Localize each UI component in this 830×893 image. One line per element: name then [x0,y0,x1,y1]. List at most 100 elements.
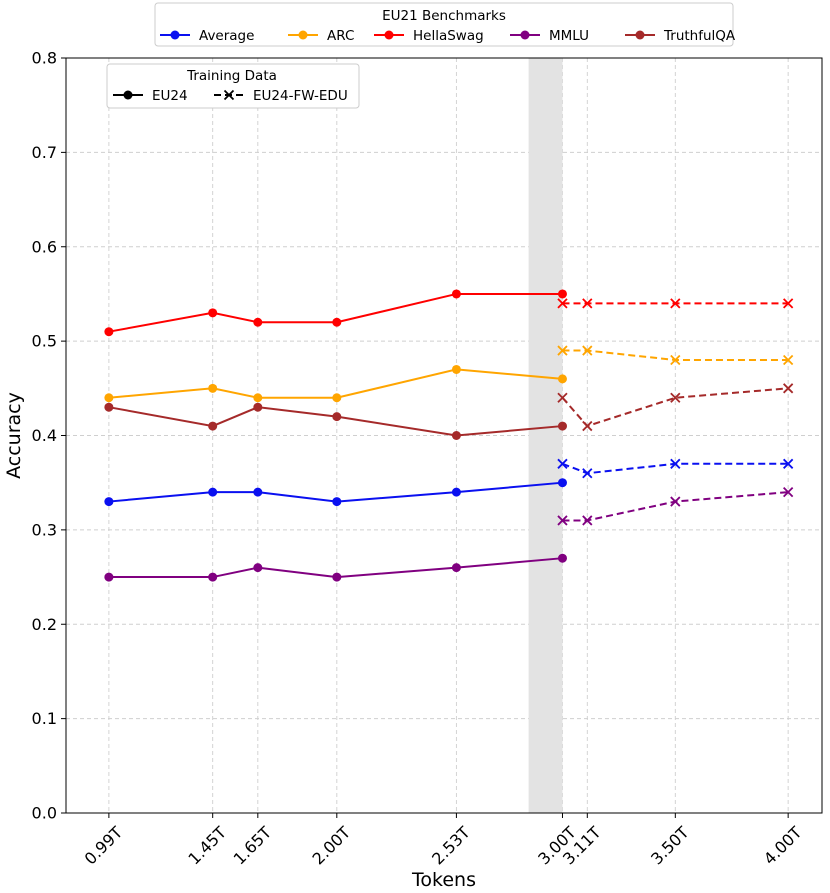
data-point-circle [557,374,567,384]
x-tick-label: 1.65T [230,823,276,869]
training-legend-box [106,63,360,109]
y-tick-label: 0.0 [32,804,57,823]
data-point-circle [253,563,263,573]
data-point-cross [582,298,593,309]
tick-labels: 0.0 0.1 0.2 0.3 0.4 0.5 0.6 0.7 0.8 0.99T 1.45T 1.6… [32,49,806,869]
data-point-cross [582,468,593,479]
series-mmlu-eu24-fw-edu [557,486,794,526]
x-axis-title: Tokens [411,869,476,891]
series-truthfulqa-eu24-fw-edu [557,383,794,432]
data-point-cross [783,458,794,469]
y-tick-label: 0.3 [32,520,57,539]
data-point-circle [557,478,567,488]
series-average-eu24 [104,478,567,507]
x-tick-label: 1.45T [184,823,230,869]
data-point-circle [557,289,567,299]
series-lines [104,289,794,582]
data-point-cross [582,420,593,432]
data-point-cross [783,298,794,309]
data-point-cross [783,486,794,498]
legend-label: TruthfulQA [663,28,736,44]
data-point-circle [451,563,461,573]
data-point-circle [104,327,114,337]
data-point-circle [253,402,263,412]
data-point-circle [208,383,218,393]
y-tick-label: 0.1 [32,709,57,728]
data-point-cross [670,392,681,403]
data-point-circle [253,393,263,403]
benchmark-legend-items: Average ARC HellaSwag MMLU TruthfulQA [160,28,736,44]
x-tick-label: 0.99T [81,823,127,869]
data-point-cross [670,354,681,366]
data-point-circle [451,487,461,497]
data-point-circle [332,317,342,327]
y-tick-label: 0.8 [32,49,57,68]
y-tick-label: 0.6 [32,237,57,256]
legend-marker [520,30,530,40]
training-legend: Training Data EU24 EU24-FW-EDU [106,63,360,109]
series-arc-eu24-fw-edu [557,345,794,366]
data-point-circle [208,572,218,582]
data-point-circle [253,487,263,497]
data-point-circle [208,487,218,497]
series-line [108,406,563,437]
legend-entry-truthfulqa: TruthfulQA [625,28,736,44]
series-line [561,387,789,428]
series-line [108,368,563,399]
series-line [562,349,789,361]
legend-marker [635,30,645,40]
data-point-cross [557,298,568,309]
legend-entry-hellaswag: HellaSwag [374,28,484,44]
series-average-eu24-fw-edu [557,458,794,479]
legend-entry-eu24: EU24 [113,88,188,104]
x-tick-label: 3.50T [647,823,693,869]
data-point-circle [557,421,567,431]
data-point-cross [670,298,681,309]
x-tick-label: 4.00T [760,823,806,869]
legend-marker [123,90,133,100]
x-tick-label: 2.00T [309,823,355,869]
legend-label: EU24 [152,88,188,104]
data-point-circle [332,393,342,403]
data-point-cross [557,392,568,403]
series-line [562,491,789,522]
data-point-cross [557,345,568,356]
legend-entry-eu24-fw-edu: EU24-FW-EDU [214,88,348,104]
data-point-circle [332,412,342,422]
legend-label: MMLU [549,28,589,44]
data-point-circle [451,289,461,299]
data-point-cross [783,383,794,394]
legend-marker [170,30,180,40]
benchmark-legend-title: EU21 Benchmarks [382,8,506,24]
data-point-circle [104,402,114,412]
series-mmlu-eu24 [104,553,567,582]
legend-entry-average: Average [160,28,254,44]
data-point-circle [332,572,342,582]
data-point-cross [582,345,593,356]
legend-label: Average [199,28,254,44]
data-point-circle [104,393,114,403]
data-point-circle [208,308,218,318]
series-line [108,557,563,579]
legend-marker [298,30,308,40]
series-line [108,292,563,333]
x-tick-label: 2.53T [428,823,474,869]
data-point-circle [104,497,114,507]
data-point-circle [451,431,461,440]
legend-label: HellaSwag [413,28,484,44]
y-axis-title: Accuracy [3,392,25,479]
data-point-circle [557,553,567,563]
series-hellaswag-eu24-fw-edu [557,298,794,309]
y-tick-label: 0.4 [32,426,57,445]
series-arc-eu24 [104,364,567,403]
benchmark-legend: EU21 Benchmarks Average ARC HellaSwag MMLU T… [154,2,736,47]
shaded-region [528,58,563,813]
data-point-circle [332,497,342,507]
data-point-cross [557,515,568,526]
y-tick-label: 0.5 [32,332,57,351]
data-point-circle [253,317,263,327]
y-tick-label: 0.2 [32,615,57,634]
data-point-circle [208,421,218,431]
data-point-cross [557,458,568,469]
